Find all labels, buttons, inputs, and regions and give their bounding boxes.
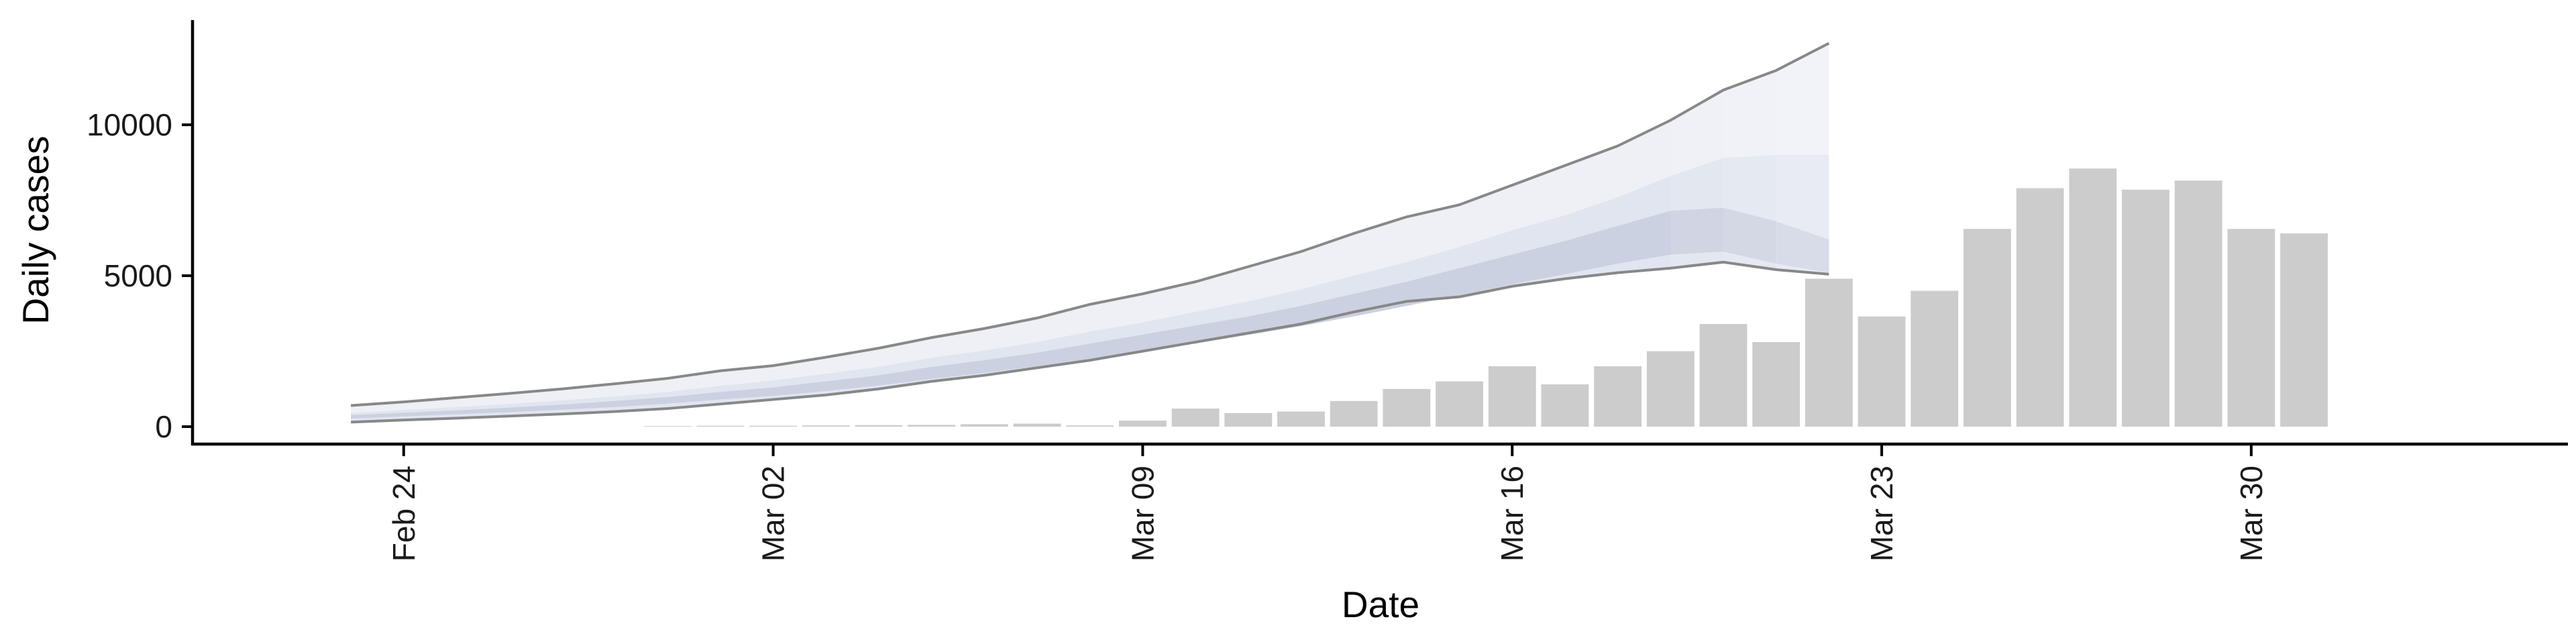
case-bar <box>1330 400 1378 427</box>
forecast-fade-column <box>1670 87 1724 272</box>
x-tick-label: Mar 23 <box>1864 466 1899 561</box>
case-bar <box>696 425 745 427</box>
case-bar <box>2069 168 2117 427</box>
case-bar <box>1858 316 1906 427</box>
y-axis-title: Daily cases <box>15 136 56 324</box>
case-bar <box>1594 366 1642 427</box>
y-tick-label: 5000 <box>104 258 172 293</box>
case-bar <box>1699 324 1748 427</box>
case-bar <box>1964 229 2011 427</box>
case-bar <box>2016 188 2064 427</box>
case-bar <box>1911 290 1959 427</box>
forecast-bands <box>350 40 1830 424</box>
case-bar <box>749 425 797 427</box>
x-tick-label: Mar 30 <box>2234 466 2269 561</box>
case-bar <box>802 425 850 427</box>
case-bar <box>2227 229 2275 427</box>
case-bar <box>960 424 1008 427</box>
forecast-band-50 <box>351 155 1829 421</box>
x-axis-title: Date <box>1342 584 1419 625</box>
case-bar <box>643 426 692 427</box>
case-bar <box>1277 411 1325 427</box>
x-tick-label: Feb 24 <box>386 466 421 561</box>
case-bar <box>1224 413 1273 427</box>
case-bar <box>1752 342 1801 427</box>
case-bar <box>1383 388 1431 427</box>
case-bar <box>1171 409 1220 427</box>
case-bar <box>1805 278 1853 427</box>
case-bar <box>2280 233 2328 427</box>
forecast-fade-column <box>1723 67 1777 266</box>
x-axis-ticks: Feb 24 Mar 02 Mar 09 Mar 16 Mar 23 Mar 30 <box>386 444 2269 561</box>
case-bar <box>1646 351 1695 427</box>
case-bar <box>1118 421 1167 427</box>
case-bar <box>908 425 956 427</box>
case-bar <box>1436 381 1483 427</box>
forecast-fade-column <box>1776 40 1830 273</box>
y-axis-ticks: 0 5000 10000 <box>87 107 193 444</box>
x-tick-label: Mar 02 <box>756 466 791 561</box>
forecast-lower-line <box>350 260 1829 424</box>
x-tick-label: Mar 16 <box>1495 466 1529 561</box>
y-tick-label: 0 <box>155 409 172 444</box>
case-bar <box>1541 384 1589 427</box>
case-bar <box>1488 366 1536 427</box>
case-bar <box>2122 189 2169 427</box>
case-bar <box>2174 180 2222 427</box>
case-bar <box>1013 423 1061 427</box>
forecast-upper-line <box>350 42 1830 407</box>
axes <box>191 20 2568 446</box>
case-bar <box>1066 425 1114 427</box>
y-tick-label: 10000 <box>87 107 172 142</box>
x-tick-label: Mar 09 <box>1125 466 1160 561</box>
forecast-band-30 <box>351 207 1829 419</box>
daily-case-bars <box>643 168 2328 427</box>
case-bar <box>855 425 903 427</box>
